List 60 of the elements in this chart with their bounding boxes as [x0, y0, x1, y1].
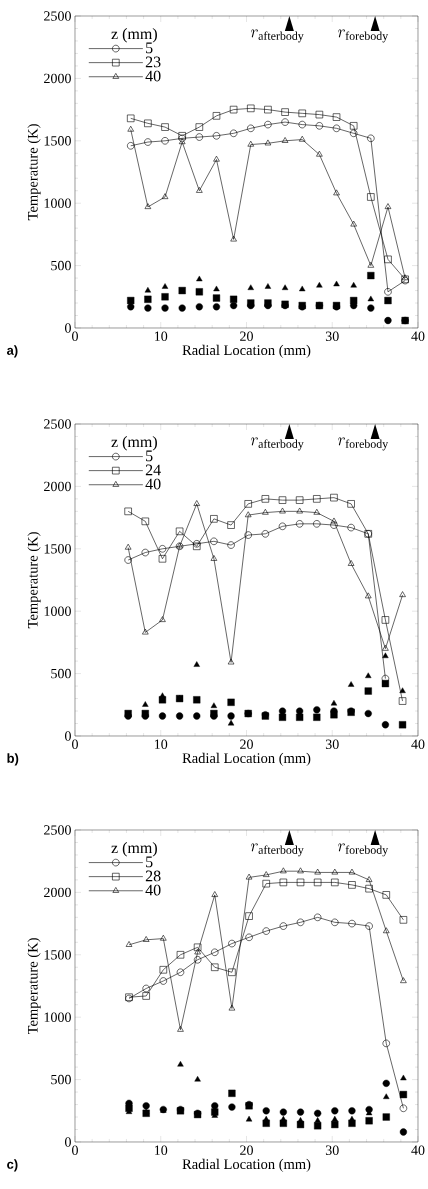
x-tick-label: 20	[240, 331, 253, 341]
y-tick-label: 0	[65, 323, 71, 333]
legend-label: 28	[145, 870, 161, 882]
annotation: $r_{\mathrm{forebody}}$	[338, 437, 389, 451]
legend-label: 24	[145, 464, 161, 476]
legend-label: 5	[146, 856, 153, 868]
annotation: $r_{\mathrm{afterbody}}$	[250, 843, 304, 857]
y-tick-label: 1000	[44, 198, 71, 208]
legend-title: z (mm)	[111, 28, 157, 43]
y-tick-label: 1500	[44, 136, 71, 146]
x-tick-label: 0	[72, 331, 78, 341]
y-tick-label: 500	[51, 1074, 71, 1085]
annotation: $r_{\mathrm{afterbody}}$	[250, 437, 304, 451]
y-tick-label: 0	[65, 1137, 71, 1147]
legend-title: z (mm)	[111, 436, 157, 451]
x-tick-label: 0	[72, 1145, 78, 1155]
legend-title: z (mm)	[111, 841, 157, 857]
legend-label: 40	[145, 478, 161, 490]
y-tick-label: 1000	[44, 606, 71, 616]
text: a)	[6, 345, 18, 358]
y-tick-label: 500	[51, 668, 71, 679]
x-axis-title: Radial Location (mm)	[182, 752, 311, 766]
y-tick-label: 2500	[44, 419, 71, 429]
x-axis-title: Radial Location (mm)	[182, 344, 311, 358]
annotation: $r_{\mathrm{afterbody}}$	[250, 29, 304, 43]
annotation: $r_{\mathrm{forebody}}$	[338, 29, 389, 43]
y-axis-title: Temperature (K)	[27, 124, 41, 221]
x-tick-label: 20	[240, 739, 253, 749]
y-axis-title: Temperature (K)	[27, 938, 41, 1035]
y-tick-label: 500	[51, 260, 71, 271]
y-tick-label: 2000	[44, 887, 71, 898]
x-tick-label: 0	[72, 739, 78, 749]
x-tick-label: 40	[411, 739, 425, 749]
text: b)	[7, 753, 19, 766]
x-tick-label: 30	[325, 331, 339, 341]
x-tick-label: 20	[240, 1145, 253, 1155]
legend-label: 23	[145, 56, 161, 68]
x-tick-label: 30	[325, 739, 339, 749]
y-tick-label: 2500	[44, 825, 71, 835]
legend-label: 40	[145, 884, 161, 896]
y-tick-label: 1500	[44, 950, 71, 960]
y-tick-label: 2000	[44, 481, 71, 492]
y-tick-label: 2500	[44, 11, 71, 21]
annotation: $r_{\mathrm{forebody}}$	[338, 843, 389, 857]
x-tick-label: 10	[154, 739, 168, 749]
y-tick-label: 0	[65, 731, 71, 741]
y-axis-title: Temperature (K)	[27, 532, 41, 629]
x-tick-label: 30	[325, 1145, 339, 1155]
legend-label: 40	[145, 70, 161, 82]
y-tick-label: 1000	[44, 1012, 71, 1022]
y-tick-label: 2000	[44, 73, 71, 84]
x-tick-label: 40	[411, 331, 425, 341]
y-tick-label: 1500	[44, 544, 71, 554]
x-tick-label: 10	[154, 1145, 168, 1155]
legend-label: 5	[146, 42, 153, 54]
legend-label: 5	[146, 450, 153, 462]
x-tick-label: 10	[154, 331, 168, 341]
x-axis-title: Radial Location (mm)	[182, 1158, 311, 1172]
text: c)	[7, 1159, 18, 1172]
x-tick-label: 40	[411, 1145, 425, 1155]
